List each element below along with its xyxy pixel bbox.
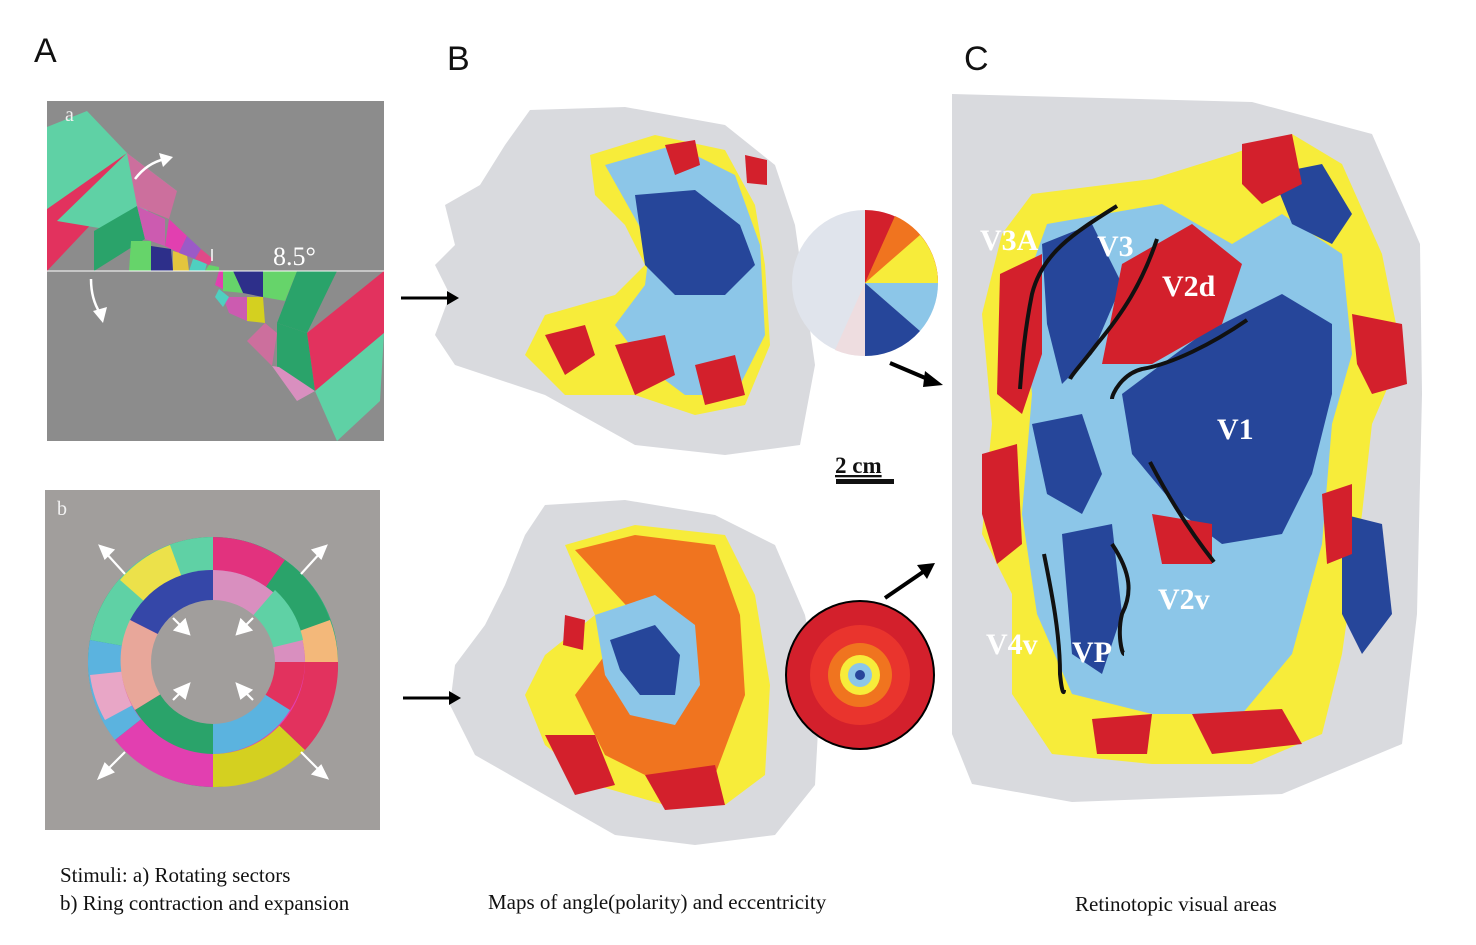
arrow-icon	[917, 563, 935, 579]
visual-areas-map: V3A V3 V2d V1 V2v V4v VP	[952, 94, 1422, 802]
sub-panel-a-label: a	[65, 104, 74, 126]
label-v4v: V4v	[986, 628, 1038, 661]
sub-panel-b-label: b	[57, 498, 67, 520]
angle-label: 8.5°	[273, 242, 316, 271]
arrow-right-icon	[447, 291, 459, 305]
arrow-icon	[923, 371, 943, 387]
area-labels: V3A V3 V2d V1 V2v V4v VP	[980, 224, 1254, 669]
panel-b-letter: B	[447, 40, 470, 78]
scale-bar-label: 2 cm	[835, 453, 882, 478]
label-v1: V1	[1217, 413, 1254, 446]
caption-line-2: b) Ring contraction and expansion	[60, 891, 350, 915]
panel-c-letter: C	[964, 40, 989, 78]
eccentricity-color-disk	[785, 600, 935, 750]
label-v2d: V2d	[1162, 270, 1216, 303]
polarity-map	[525, 135, 770, 415]
panel-b-caption: Maps of angle(polarity) and eccentricity	[488, 890, 827, 914]
rotating-sectors-stimulus: a 8.5°	[47, 101, 384, 441]
ring-stimulus: b	[45, 490, 380, 830]
caption-line-1: Stimuli: a) Rotating sectors	[60, 863, 291, 887]
label-vp: VP	[1072, 636, 1112, 669]
panel-a-caption: Stimuli: a) Rotating sectors b) Ring con…	[60, 861, 349, 917]
label-v3a: V3A	[980, 224, 1039, 257]
polarity-color-wheel	[792, 210, 939, 357]
panel-c-caption: Retinotopic visual areas	[1075, 892, 1277, 916]
panel-a-letter: A	[34, 32, 57, 70]
expansion-arrows-icon	[96, 544, 330, 781]
scale-bar	[836, 479, 894, 484]
ring-checkerboard	[87, 537, 339, 788]
area-boundaries	[1018, 204, 1249, 694]
arrow-right-icon	[449, 691, 461, 705]
retinotopic-maps: 2 cm	[401, 107, 943, 845]
area-v1-region	[1122, 294, 1332, 544]
wedge-checkerboard	[47, 111, 384, 441]
eccentricity-map	[525, 525, 770, 810]
label-v3: V3	[1097, 230, 1134, 263]
label-v2v: V2v	[1158, 583, 1210, 616]
